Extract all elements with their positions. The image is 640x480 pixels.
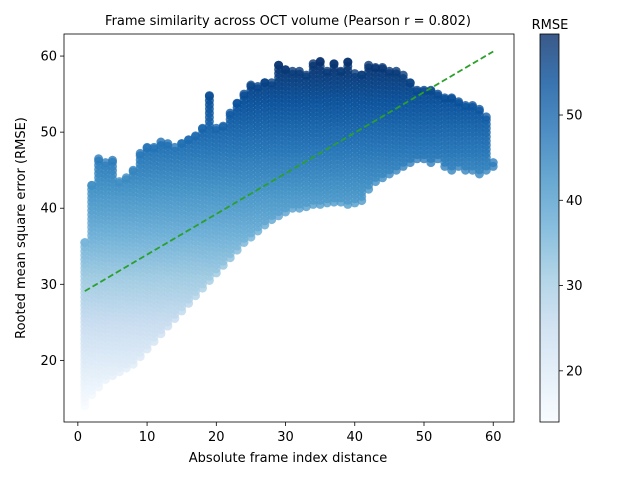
data-point [274, 60, 284, 70]
colorbar-tick-label: 50 [566, 109, 583, 124]
data-point [440, 93, 450, 103]
x-tick-label: 30 [277, 430, 294, 445]
x-tick-label: 40 [346, 430, 363, 445]
data-point [246, 80, 256, 90]
y-axis-label: Rooted mean square error (RMSE) [14, 117, 29, 339]
x-tick-label: 0 [74, 430, 82, 445]
x-tick-label: 60 [485, 430, 502, 445]
data-point [204, 91, 214, 101]
data-point [87, 180, 97, 190]
data-point [149, 142, 159, 152]
x-axis-label: Absolute frame index distance [189, 451, 387, 466]
data-point [426, 85, 436, 95]
colorbar-frame [539, 33, 560, 423]
data-point [128, 165, 138, 175]
data-point [294, 66, 304, 76]
data-point [378, 63, 387, 72]
x-axis-ticks: 0 10 20 30 40 50 60 [74, 422, 502, 445]
data-point [170, 142, 180, 152]
data-point [329, 59, 339, 69]
data-point [384, 66, 394, 76]
data-point [135, 148, 145, 158]
data-point [108, 155, 117, 165]
data-point [391, 66, 401, 76]
data-point [474, 104, 484, 114]
data-point [114, 177, 124, 187]
data-point [211, 123, 221, 133]
data-point [184, 135, 194, 145]
colorbar-tick-label: 40 [566, 194, 583, 209]
y-tick-label: 60 [40, 50, 57, 65]
colorbar-gradient [540, 34, 559, 422]
data-point [163, 139, 173, 149]
data-point [308, 59, 318, 69]
colorbar-ticks: 20 30 40 50 [559, 109, 583, 379]
data-point [343, 57, 353, 67]
x-tick-label: 20 [208, 430, 225, 445]
data-point [121, 173, 131, 183]
data-point [198, 123, 207, 133]
data-point [267, 78, 277, 88]
y-tick-label: 30 [40, 278, 57, 293]
data-point [94, 154, 104, 164]
chart-title: Frame similarity across OCT volume (Pear… [105, 14, 471, 29]
data-point [315, 56, 325, 66]
data-point [191, 131, 200, 141]
data-point [101, 158, 110, 168]
data-point [281, 65, 290, 75]
y-tick-label: 40 [40, 202, 57, 217]
data-point [412, 85, 422, 95]
data-point [336, 66, 346, 76]
x-tick-label: 50 [416, 430, 433, 445]
colorbar-tick-label: 30 [566, 279, 583, 294]
trend-line [84, 50, 494, 292]
data-point [364, 60, 374, 70]
data-point [447, 93, 457, 103]
data-point [177, 139, 187, 149]
y-tick-label: 50 [40, 126, 57, 141]
data-point [232, 98, 242, 108]
data-point [461, 101, 470, 110]
data-point [357, 70, 367, 80]
data-point [156, 137, 166, 147]
data-point [288, 66, 297, 76]
data-point [488, 158, 498, 168]
data-point [80, 238, 90, 247]
plot-frame [63, 33, 515, 423]
data-point [301, 70, 311, 80]
data-point [253, 82, 263, 91]
colorbar-label: RMSE [532, 18, 569, 33]
data-point [218, 121, 228, 131]
colorbar-tick-label: 20 [566, 364, 583, 379]
data-point [260, 78, 270, 88]
data-point [350, 69, 360, 79]
y-tick-label: 20 [40, 354, 57, 369]
data-point [142, 142, 152, 152]
y-axis-ticks: 20 30 40 50 60 [40, 50, 64, 369]
data-point [239, 89, 249, 99]
data-point [322, 66, 332, 76]
data-point [398, 70, 408, 80]
colorbar: RMSE 20 30 40 50 [532, 18, 583, 423]
data-point [468, 101, 477, 110]
points-layer [80, 56, 498, 411]
data-point [454, 97, 464, 107]
data-point [225, 108, 235, 118]
data-point [433, 89, 443, 99]
data-point [371, 63, 380, 72]
x-tick-label: 10 [139, 430, 156, 445]
data-point [481, 112, 491, 122]
data-point [405, 78, 415, 88]
